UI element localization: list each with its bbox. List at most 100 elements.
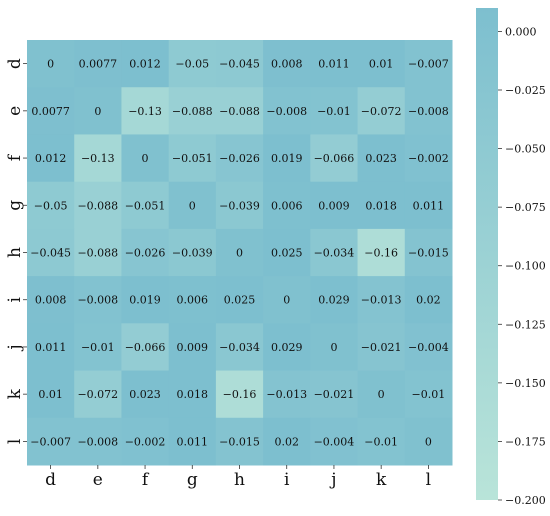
x-tick-label: j	[329, 470, 336, 490]
heatmap-cell-label: 0.018	[177, 388, 209, 401]
heatmap-cell-label: −0.05	[34, 199, 68, 212]
heatmap-cell-label: 0	[330, 341, 337, 354]
heatmap-cell-label: −0.01	[364, 435, 398, 448]
x-tick-label: e	[93, 470, 103, 490]
heatmap-cell	[74, 228, 122, 277]
heatmap-cell	[121, 370, 170, 419]
heatmap-cell-label: −0.16	[364, 247, 398, 260]
heatmap-cell-label: −0.066	[314, 152, 355, 165]
heatmap-cell-label: 0	[283, 294, 290, 307]
heatmap-cell-label: −0.051	[172, 152, 213, 165]
heatmap-cell-label: −0.05	[175, 58, 209, 71]
colorbar-tick-label: −0.150	[505, 377, 546, 390]
heatmap-cell	[74, 370, 122, 419]
heatmap-cell	[404, 40, 453, 88]
colorbar-tick-label: −0.200	[505, 494, 546, 507]
heatmap-cell	[215, 40, 264, 88]
heatmap-cell	[404, 134, 453, 183]
heatmap-cell-label: 0.019	[271, 152, 303, 165]
heatmap-cell-label: 0.012	[35, 152, 67, 165]
x-tick-label: g	[187, 470, 198, 490]
heatmap-cell-label: −0.01	[317, 105, 351, 118]
heatmap-cell	[215, 370, 264, 419]
heatmap-cell	[263, 417, 311, 466]
x-tick-label: d	[45, 470, 56, 490]
heatmap-cell	[168, 417, 217, 466]
heatmap-cell	[215, 134, 264, 183]
heatmap-cell-label: 0.029	[271, 341, 303, 354]
heatmap-cell-label: −0.002	[125, 435, 166, 448]
heatmap-cell-label: −0.013	[361, 294, 402, 307]
heatmap-cell-label: −0.034	[314, 247, 355, 260]
heatmap-cell-label: −0.072	[77, 388, 118, 401]
heatmap-cell-label: 0.023	[129, 388, 161, 401]
heatmap-cell	[310, 181, 359, 230]
heatmap-cells	[27, 40, 453, 466]
heatmap-cell	[74, 276, 122, 324]
heatmap-cell-labels: 0 0.0077 0.012 −0.05 −0.045 0.008 0.011 0.01 −0.…	[30, 58, 448, 449]
colorbar: 0.000 −0.025 −0.050 −0.075 −0.100 −0.125 −0.15…	[476, 8, 546, 507]
heatmap-cell	[168, 134, 217, 183]
heatmap-cell-label: −0.021	[361, 341, 402, 354]
heatmap-cell-label: 0.01	[369, 58, 394, 71]
heatmap-cell-label: −0.008	[408, 105, 449, 118]
x-tick-label: i	[284, 470, 290, 490]
colorbar-tick-label: −0.025	[505, 84, 546, 97]
heatmap-cell	[27, 228, 75, 277]
heatmap-cell	[310, 134, 359, 183]
heatmap-cell-label: −0.008	[77, 294, 118, 307]
heatmap-cell-label: 0.011	[35, 341, 67, 354]
heatmap-cell-label: −0.002	[408, 152, 449, 165]
y-tick-label: e	[5, 106, 25, 116]
heatmap-cell-label: 0	[236, 247, 243, 260]
colorbar-tick-label: −0.125	[505, 318, 546, 331]
heatmap-cell	[74, 40, 122, 88]
heatmap-cell	[404, 276, 453, 324]
y-tick-label: i	[5, 296, 25, 302]
heatmap-cell-label: 0.0077	[31, 105, 70, 118]
heatmap-cell	[404, 323, 453, 372]
heatmap-cell-label: 0.009	[318, 199, 350, 212]
heatmap-cell	[310, 417, 359, 466]
heatmap-cell-label: 0.0077	[79, 58, 118, 71]
heatmap-cell-label: 0.006	[271, 199, 303, 212]
heatmap-cell	[357, 323, 406, 372]
heatmap-cell	[357, 134, 406, 183]
heatmap-cell	[357, 228, 406, 277]
heatmap-cell	[263, 40, 311, 88]
heatmap-cell-label: −0.026	[125, 247, 166, 260]
heatmap-cell	[74, 87, 122, 135]
heatmap-cell-label: −0.008	[77, 435, 118, 448]
heatmap-cell-label: −0.039	[172, 247, 213, 260]
heatmap-cell	[310, 276, 359, 324]
heatmap-cell	[74, 181, 122, 230]
heatmap-cell-label: 0.023	[365, 152, 397, 165]
heatmap-cell	[310, 323, 359, 372]
heatmap-cell-label: 0	[189, 199, 196, 212]
y-tick-label: j	[5, 344, 25, 351]
heatmap-cell	[121, 276, 170, 324]
heatmap-cell	[310, 40, 359, 88]
heatmap-cell	[310, 87, 359, 135]
heatmap-cell	[215, 181, 264, 230]
heatmap-cell-label: 0.011	[177, 435, 209, 448]
heatmap-cell-label: −0.088	[219, 105, 260, 118]
heatmap-cell	[215, 87, 264, 135]
y-tick-label: d	[5, 58, 25, 69]
heatmap-cell-label: 0	[47, 58, 54, 71]
heatmap-cell	[215, 323, 264, 372]
heatmap-cell-label: −0.045	[30, 247, 71, 260]
heatmap-cell-label: −0.088	[77, 247, 118, 260]
heatmap-cell-label: −0.088	[172, 105, 213, 118]
heatmap-cell-label: 0.01	[38, 388, 63, 401]
heatmap-cell	[263, 370, 311, 419]
heatmap-cell	[215, 228, 264, 277]
heatmap-cell-label: −0.026	[219, 152, 260, 165]
heatmap-cell	[404, 181, 453, 230]
colorbar-ticks: 0.000 −0.025 −0.050 −0.075 −0.100 −0.125 −0.15…	[498, 25, 546, 507]
heatmap-cell	[404, 228, 453, 277]
heatmap-cell-label: −0.007	[408, 58, 449, 71]
heatmap-cell-label: 0.008	[271, 58, 303, 71]
x-tick-label: k	[376, 470, 387, 490]
